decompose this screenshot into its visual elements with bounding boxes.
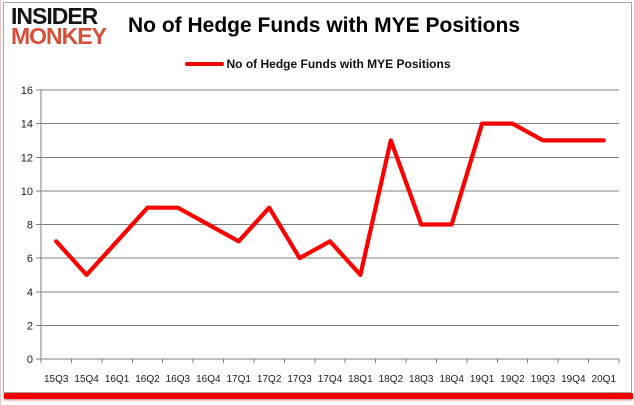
y-tick-label: 10 [21,186,33,198]
chart-svg: 0 2 4 6 8 10 12 14 16 15Q3 15Q4 16Q1 16Q2 16Q3 16Q4 17Q… [21,85,620,385]
y-tick-label: 14 [21,119,33,131]
x-tick-label: 18Q1 [348,374,373,385]
x-tick-label: 17Q3 [287,374,312,385]
bottom-red-bar [4,393,633,399]
y-tick-label: 8 [27,220,33,232]
logo-word-monkey: MONKEY [11,22,107,49]
y-tick-label: 16 [21,85,33,97]
insider-monkey-logo: INSIDER MONKEY [11,3,107,49]
logo-word-insider: INSIDER [11,3,98,29]
x-tick-label: 19Q1 [470,374,495,385]
x-tick-label: 17Q1 [227,374,252,385]
chart-card: 0 2 4 6 8 10 12 14 16 15Q3 15Q4 16Q1 16Q2 16Q3 16Q4 17Q… [3,2,632,393]
x-tick-label: 16Q2 [135,374,160,385]
y-tick-label: 2 [27,320,33,332]
legend: No of Hedge Funds with MYE Positions [4,57,631,71]
legend-label: No of Hedge Funds with MYE Positions [226,57,451,71]
x-tick-label: 19Q3 [531,374,556,385]
x-tick-label: 16Q1 [105,374,130,385]
x-tick-label: 16Q4 [196,374,221,385]
y-tick-label: 4 [27,287,33,299]
x-tick-label: 19Q2 [500,374,525,385]
page-title: No of Hedge Funds with MYE Positions [128,14,520,37]
x-tick-label: 18Q2 [379,374,404,385]
x-tick-label: 19Q4 [561,374,586,385]
x-tick-label: 15Q3 [44,374,69,385]
legend-line-swatch [184,62,224,66]
x-tick-label: 18Q3 [409,374,434,385]
data-series-line [54,121,606,277]
x-tick-label: 20Q1 [592,374,617,385]
x-tick-label: 18Q4 [439,374,464,385]
x-tick-label: 17Q4 [318,374,343,385]
y-tick-label: 12 [21,152,33,164]
y-tick-label: 6 [27,253,33,265]
x-tick-label: 15Q4 [74,374,99,385]
x-tick-label: 17Q2 [257,374,282,385]
y-tick-label: 0 [27,354,33,366]
x-tick-label: 16Q3 [166,374,191,385]
